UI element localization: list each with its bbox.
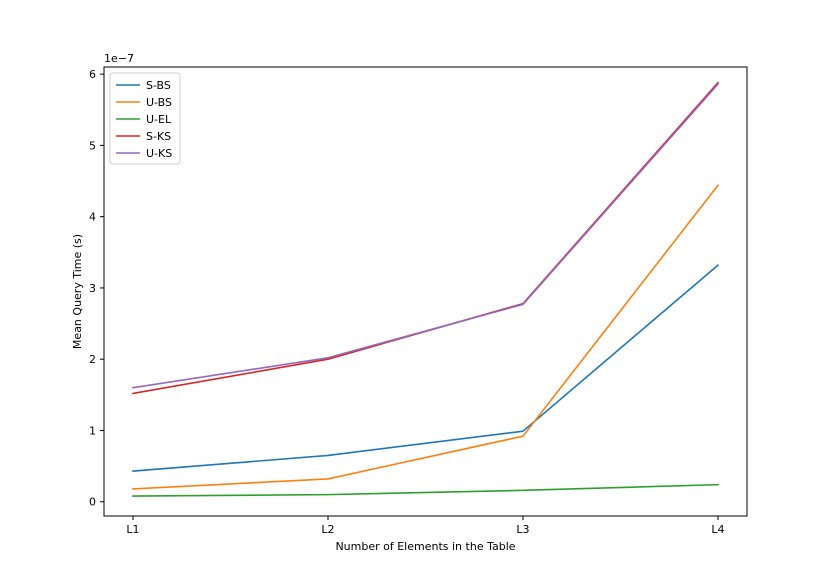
y-tick-label: 4 [89,211,96,224]
series-line-s-ks [132,81,720,395]
series-line-u-ks [132,82,720,389]
y-axis-title: Mean Query Time (s) [71,234,84,349]
x-tick-label: L4 [711,523,724,536]
y-tick-label: 6 [89,68,96,81]
legend-box [109,72,181,165]
y-tick-label: 0 [89,496,96,509]
x-axis-title: Number of Elements in the Table [335,540,515,553]
legend-label: S-BS [146,79,171,92]
y-tick-label: 3 [89,282,96,295]
x-tick-label: L3 [516,523,529,536]
x-tick-label: L2 [321,523,334,536]
y-tick-label: 2 [89,353,96,366]
legend-label: U-KS [146,147,172,160]
x-axis: L1 L2 L3 L4 [126,516,725,536]
series-layer [132,81,720,497]
plot-area [103,66,748,517]
legend: S-BS U-BS U-EL S-KS U-KS [109,72,181,165]
y-tick-label: 1 [89,424,96,437]
legend-label: S-KS [146,130,171,143]
series-line-u-bs [132,184,720,490]
legend-label: U-BS [146,96,172,109]
y-offset-text: 1e−7 [104,52,134,65]
plot-frame [103,66,748,517]
series-line-s-bs [132,264,720,472]
x-tick-label: L1 [126,523,139,536]
y-axis: 0 1 2 3 4 5 6 [89,68,104,509]
y-tick-label: 5 [89,139,96,152]
legend-label: U-EL [146,113,172,126]
series-line-u-el [132,483,719,497]
